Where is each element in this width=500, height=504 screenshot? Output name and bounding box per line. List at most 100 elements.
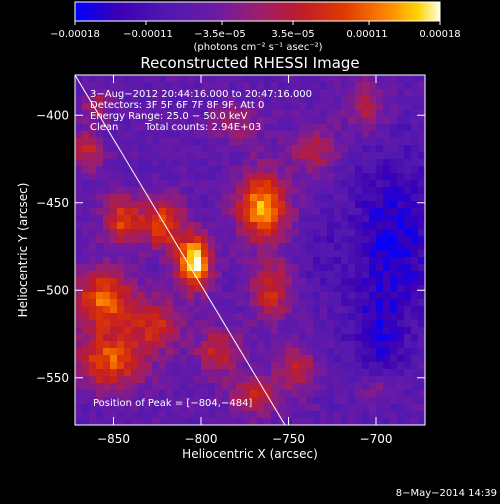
heatmap-cell <box>236 411 244 419</box>
heatmap-cell <box>89 138 97 146</box>
heatmap-cell <box>166 313 174 321</box>
heatmap-cell <box>306 299 314 307</box>
heatmap-cell <box>250 215 258 223</box>
heatmap-cell <box>397 341 405 349</box>
heatmap-cell <box>89 418 97 425</box>
heatmap-cell <box>397 411 405 419</box>
heatmap-cell <box>390 117 398 125</box>
heatmap-cell <box>341 271 349 279</box>
heatmap-cell <box>145 299 153 307</box>
heatmap-cell <box>124 138 132 146</box>
heatmap-cell <box>404 173 412 181</box>
heatmap-cell <box>250 152 258 160</box>
heatmap-cell <box>306 278 314 286</box>
heatmap-cell <box>96 103 104 111</box>
colorbar-unit: (photons cm⁻² s⁻¹ asec⁻²) <box>193 42 322 53</box>
heatmap-cell <box>383 117 391 125</box>
heatmap-cell <box>397 278 405 286</box>
heatmap-cell <box>159 236 167 244</box>
heatmap-cell <box>369 96 377 104</box>
heatmap-cell <box>96 271 104 279</box>
heatmap-cell <box>376 271 384 279</box>
heatmap-cell <box>180 411 188 419</box>
heatmap-cell <box>306 383 314 391</box>
heatmap-cell <box>306 306 314 314</box>
heatmap-cell <box>334 159 342 167</box>
heatmap-cell <box>166 82 174 90</box>
heatmap-cell <box>117 215 125 223</box>
heatmap-cell <box>201 187 209 195</box>
heatmap-cell <box>411 334 419 342</box>
heatmap-cell <box>271 390 279 398</box>
heatmap-cell <box>348 229 356 237</box>
heatmap-cell <box>376 152 384 160</box>
heatmap-cell <box>243 208 251 216</box>
heatmap-cell <box>138 355 146 363</box>
heatmap-cell <box>264 229 272 237</box>
heatmap-cell <box>271 306 279 314</box>
heatmap-cell <box>215 404 223 412</box>
heatmap-cell <box>390 103 398 111</box>
heatmap-cell <box>243 292 251 300</box>
heatmap-cell <box>292 404 300 412</box>
heatmap-cell <box>208 75 216 83</box>
heatmap-cell <box>271 257 279 265</box>
heatmap-cell <box>131 404 139 412</box>
heatmap-cell <box>166 411 174 419</box>
heatmap-cell <box>131 152 139 160</box>
heatmap-cell <box>82 383 90 391</box>
heatmap-cell <box>313 271 321 279</box>
heatmap-cell <box>418 194 425 202</box>
heatmap-cell <box>194 285 202 293</box>
y-tick-label: −500 <box>36 283 69 297</box>
heatmap-cell <box>320 96 328 104</box>
heatmap-cell <box>187 180 195 188</box>
heatmap-cell <box>271 397 279 405</box>
heatmap-cell <box>180 180 188 188</box>
heatmap-cell <box>327 278 335 286</box>
heatmap-cell <box>264 404 272 412</box>
heatmap-cell <box>411 124 419 132</box>
heatmap-cell <box>117 292 125 300</box>
heatmap-cell <box>355 383 363 391</box>
heatmap-cell <box>271 166 279 174</box>
heatmap-cell <box>159 341 167 349</box>
heatmap-cell <box>397 117 405 125</box>
heatmap-cell <box>187 145 195 153</box>
heatmap-cell <box>222 236 230 244</box>
heatmap-cell <box>355 173 363 181</box>
heatmap-cell <box>362 390 370 398</box>
heatmap-cell <box>264 299 272 307</box>
heatmap-cell <box>278 285 286 293</box>
heatmap-cell <box>306 110 314 118</box>
heatmap-cell <box>180 327 188 335</box>
heatmap-cell <box>355 103 363 111</box>
heatmap-cell <box>292 341 300 349</box>
heatmap-cell <box>215 418 223 425</box>
heatmap-cell <box>327 201 335 209</box>
heatmap-cell <box>411 159 419 167</box>
heatmap-cell <box>194 397 202 405</box>
heatmap-cell <box>355 355 363 363</box>
heatmap-cell <box>362 208 370 216</box>
heatmap-cell <box>348 313 356 321</box>
heatmap-cell <box>250 138 258 146</box>
heatmap-cell <box>320 236 328 244</box>
heatmap-cell <box>271 369 279 377</box>
heatmap-cell <box>173 299 181 307</box>
heatmap-cell <box>341 180 349 188</box>
heatmap-cell <box>215 299 223 307</box>
heatmap-cell <box>236 103 244 111</box>
heatmap-cell <box>411 208 419 216</box>
heatmap-cell <box>89 411 97 419</box>
heatmap-cell <box>229 292 237 300</box>
heatmap-cell <box>208 327 216 335</box>
heatmap-cell <box>404 327 412 335</box>
heatmap-cell <box>103 222 111 230</box>
heatmap-cell <box>369 117 377 125</box>
heatmap-cell <box>124 355 132 363</box>
heatmap-cell <box>236 341 244 349</box>
heatmap-cell <box>103 285 111 293</box>
heatmap-cell <box>145 306 153 314</box>
heatmap-cell <box>418 285 425 293</box>
